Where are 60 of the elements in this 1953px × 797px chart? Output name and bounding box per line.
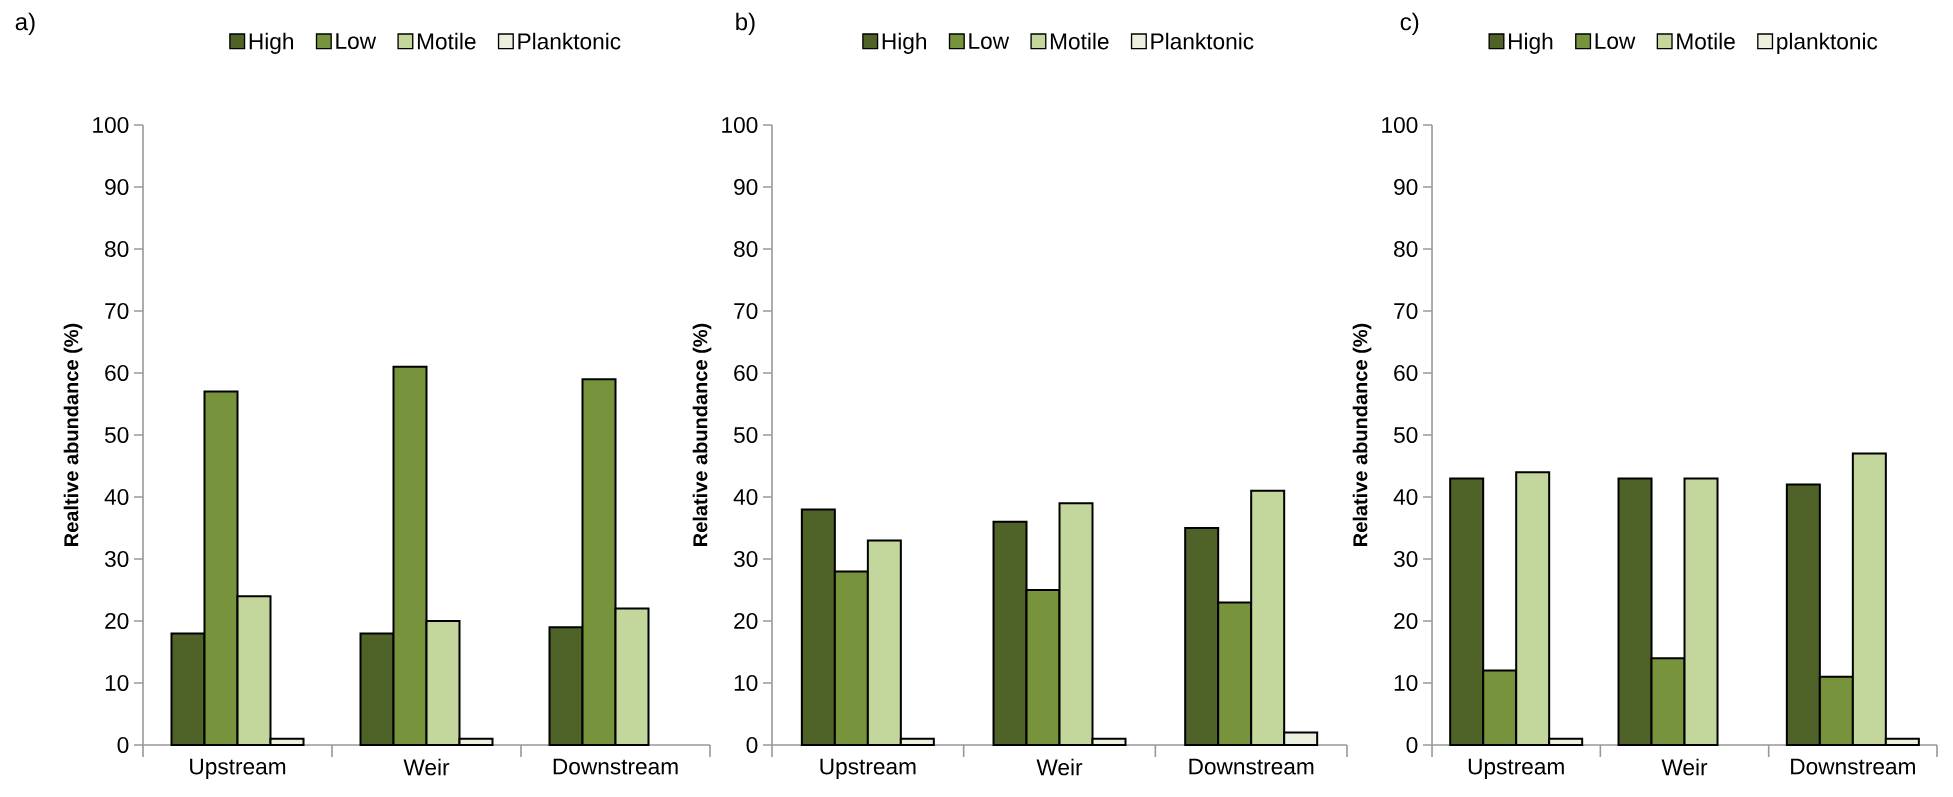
y-tick-label: 70 bbox=[1394, 302, 1418, 320]
y-tick-label: 40 bbox=[733, 488, 758, 506]
chart-title: a) bbox=[15, 12, 35, 36]
legend-label: High bbox=[249, 32, 294, 54]
y-axis-title: Relative abundance (%) bbox=[692, 323, 712, 546]
legend-label: Low bbox=[336, 33, 377, 50]
y-tick-label: 10 bbox=[734, 674, 758, 692]
y-tick-label: 60 bbox=[1394, 364, 1418, 382]
y-tick-label: 100 bbox=[93, 116, 129, 134]
y-tick-label: 30 bbox=[1393, 550, 1418, 568]
x-tick-label: Downstream bbox=[1791, 758, 1915, 775]
y-tick-label: 30 bbox=[104, 550, 129, 568]
y-tick-label: 80 bbox=[1394, 240, 1418, 258]
legend-label: High bbox=[1509, 32, 1553, 54]
y-tick-label: 20 bbox=[734, 612, 758, 630]
y-tick-label: 20 bbox=[105, 612, 129, 630]
legend-label: Planktonic bbox=[518, 32, 621, 50]
y-tick-label: 60 bbox=[105, 364, 129, 382]
y-axis-title: Realtive abundance (%) bbox=[63, 323, 83, 546]
legend-label: High bbox=[882, 32, 927, 54]
x-tick-label: Weir bbox=[1661, 758, 1708, 776]
x-tick-label: Downstream bbox=[1189, 758, 1314, 775]
legend-label: Low bbox=[1595, 33, 1636, 50]
x-tick-label: Downstream bbox=[553, 758, 678, 775]
y-tick-label: 40 bbox=[104, 488, 129, 506]
y-tick-label: 90 bbox=[105, 178, 129, 196]
x-tick-label: Weir bbox=[1036, 758, 1083, 776]
legend-label: planktonic bbox=[1777, 32, 1878, 54]
y-tick-label: 70 bbox=[734, 302, 758, 320]
legend-label: Motile bbox=[1050, 32, 1109, 50]
chart-title: c) bbox=[1400, 12, 1419, 36]
y-tick-label: 10 bbox=[105, 674, 129, 692]
y-axis-title: Relative abundance (%) bbox=[1352, 323, 1372, 546]
y-tick-label: 50 bbox=[104, 426, 129, 444]
y-tick-label: 0 bbox=[117, 736, 129, 754]
y-tick-label: 80 bbox=[734, 240, 758, 258]
y-tick-label: 30 bbox=[733, 550, 758, 568]
x-tick-label: Upstream bbox=[820, 758, 916, 780]
legend-label: Motile bbox=[1677, 32, 1735, 50]
y-tick-label: 50 bbox=[1393, 426, 1418, 444]
y-tick-label: 90 bbox=[1394, 178, 1418, 196]
y-tick-label: 10 bbox=[1394, 674, 1418, 692]
y-tick-label: 0 bbox=[746, 736, 758, 754]
y-tick-label: 20 bbox=[1394, 612, 1418, 630]
y-tick-label: 80 bbox=[105, 240, 129, 258]
x-tick-label: Upstream bbox=[190, 758, 286, 780]
legend-label: Planktonic bbox=[1151, 32, 1254, 50]
legend-label: Motile bbox=[417, 32, 476, 50]
chart-title: b) bbox=[736, 12, 755, 36]
y-tick-label: 70 bbox=[105, 302, 129, 320]
x-tick-label: Weir bbox=[403, 758, 450, 776]
y-tick-label: 0 bbox=[1406, 736, 1418, 754]
legend-label: Low bbox=[969, 33, 1010, 50]
y-tick-label: 60 bbox=[734, 364, 758, 382]
y-tick-label: 40 bbox=[1393, 488, 1418, 506]
x-tick-label: Upstream bbox=[1468, 758, 1564, 780]
y-tick-label: 100 bbox=[1382, 116, 1418, 134]
y-tick-label: 50 bbox=[733, 426, 758, 444]
y-tick-label: 90 bbox=[734, 178, 758, 196]
y-tick-label: 100 bbox=[722, 116, 758, 134]
